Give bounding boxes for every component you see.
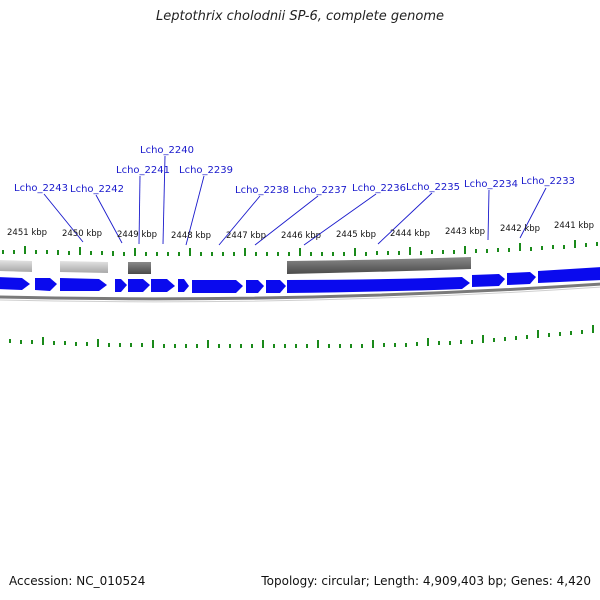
callout-lines xyxy=(43,155,547,246)
callout-line-lcho-2241 xyxy=(138,175,141,245)
gene-arrow-6[interactable] xyxy=(151,279,175,292)
kbp-labels: 2451 kbp 2450 kbp 2449 kbp 2448 kbp 2447… xyxy=(7,221,594,241)
callout-line-lcho-2237 xyxy=(254,195,319,246)
gene-arrow-7[interactable] xyxy=(178,279,189,292)
gene-labels: Lcho_2243 Lcho_2242 Lcho_2241 Lcho_2240 … xyxy=(14,145,575,196)
gene-arrow-13[interactable] xyxy=(507,272,536,285)
gene-label-lcho-2242[interactable]: Lcho_2242 xyxy=(70,184,124,195)
gene-arrow-3[interactable] xyxy=(60,278,107,291)
kbp-label-2450: 2450 kbp xyxy=(62,229,102,239)
gene-arrow-10[interactable] xyxy=(266,280,286,293)
gene-label-lcho-2235[interactable]: Lcho_2235 xyxy=(406,182,460,193)
gene-arrow-4[interactable] xyxy=(115,279,127,292)
gene-arrow-11[interactable] xyxy=(287,277,470,293)
upper-tick-ruler xyxy=(2,240,598,256)
kbp-label-2443: 2443 kbp xyxy=(445,227,485,237)
forward-gene-arrows xyxy=(0,267,600,293)
kbp-label-2447: 2447 kbp xyxy=(226,231,266,241)
gene-arrow-9[interactable] xyxy=(246,280,264,293)
kbp-label-2449: 2449 kbp xyxy=(117,230,157,240)
gene-label-lcho-2233[interactable]: Lcho_2233 xyxy=(521,176,575,187)
feature-band-light-1[interactable] xyxy=(0,260,32,272)
gene-label-lcho-2238[interactable]: Lcho_2238 xyxy=(235,185,289,196)
gene-arrow-14[interactable] xyxy=(538,267,600,283)
callout-line-lcho-2235 xyxy=(377,192,433,245)
feature-band-light-2[interactable] xyxy=(60,261,108,273)
callout-line-lcho-2240 xyxy=(162,155,166,245)
kbp-label-2448: 2448 kbp xyxy=(171,231,211,241)
callout-line-lcho-2239 xyxy=(185,175,205,246)
feature-band-dark-2[interactable] xyxy=(287,257,471,274)
kbp-label-2441: 2441 kbp xyxy=(554,221,594,231)
kbp-label-2446: 2446 kbp xyxy=(281,231,321,241)
gene-label-lcho-2241[interactable]: Lcho_2241 xyxy=(116,165,170,176)
gene-arrow-5[interactable] xyxy=(128,279,150,292)
gene-arrow-2[interactable] xyxy=(35,278,57,291)
callout-line-lcho-2236 xyxy=(303,193,377,246)
gene-label-lcho-2243[interactable]: Lcho_2243 xyxy=(14,183,68,194)
gene-arrow-12[interactable] xyxy=(472,274,505,287)
callout-line-lcho-2242 xyxy=(95,194,123,244)
genome-backbone xyxy=(0,282,600,301)
gene-arrow-8[interactable] xyxy=(192,280,243,293)
callout-line-lcho-2234 xyxy=(487,189,490,241)
feature-band-dark-1[interactable] xyxy=(128,262,151,274)
gene-label-lcho-2237[interactable]: Lcho_2237 xyxy=(293,185,347,196)
kbp-label-2444: 2444 kbp xyxy=(390,229,430,239)
kbp-label-2451: 2451 kbp xyxy=(7,228,47,238)
genome-backbone-inner xyxy=(0,286,600,303)
callout-line-lcho-2233 xyxy=(519,187,547,239)
gene-label-lcho-2239[interactable]: Lcho_2239 xyxy=(179,165,233,176)
lower-tick-ruler xyxy=(9,325,594,348)
kbp-label-2442: 2442 kbp xyxy=(500,224,540,234)
kbp-label-2445: 2445 kbp xyxy=(336,230,376,240)
genome-summary: Topology: circular; Length: 4,909,403 bp… xyxy=(261,574,591,588)
callout-line-lcho-2243 xyxy=(43,193,84,243)
gene-arrow-1[interactable] xyxy=(0,277,30,290)
gene-label-lcho-2234[interactable]: Lcho_2234 xyxy=(464,179,518,190)
gene-label-lcho-2240[interactable]: Lcho_2240 xyxy=(140,145,194,156)
accession-label: Accession: NC_010524 xyxy=(9,574,146,588)
callout-line-lcho-2238 xyxy=(218,195,261,246)
gene-label-lcho-2236[interactable]: Lcho_2236 xyxy=(352,183,406,194)
map-title: Leptothrix cholodnii SP-6, complete geno… xyxy=(156,9,444,24)
